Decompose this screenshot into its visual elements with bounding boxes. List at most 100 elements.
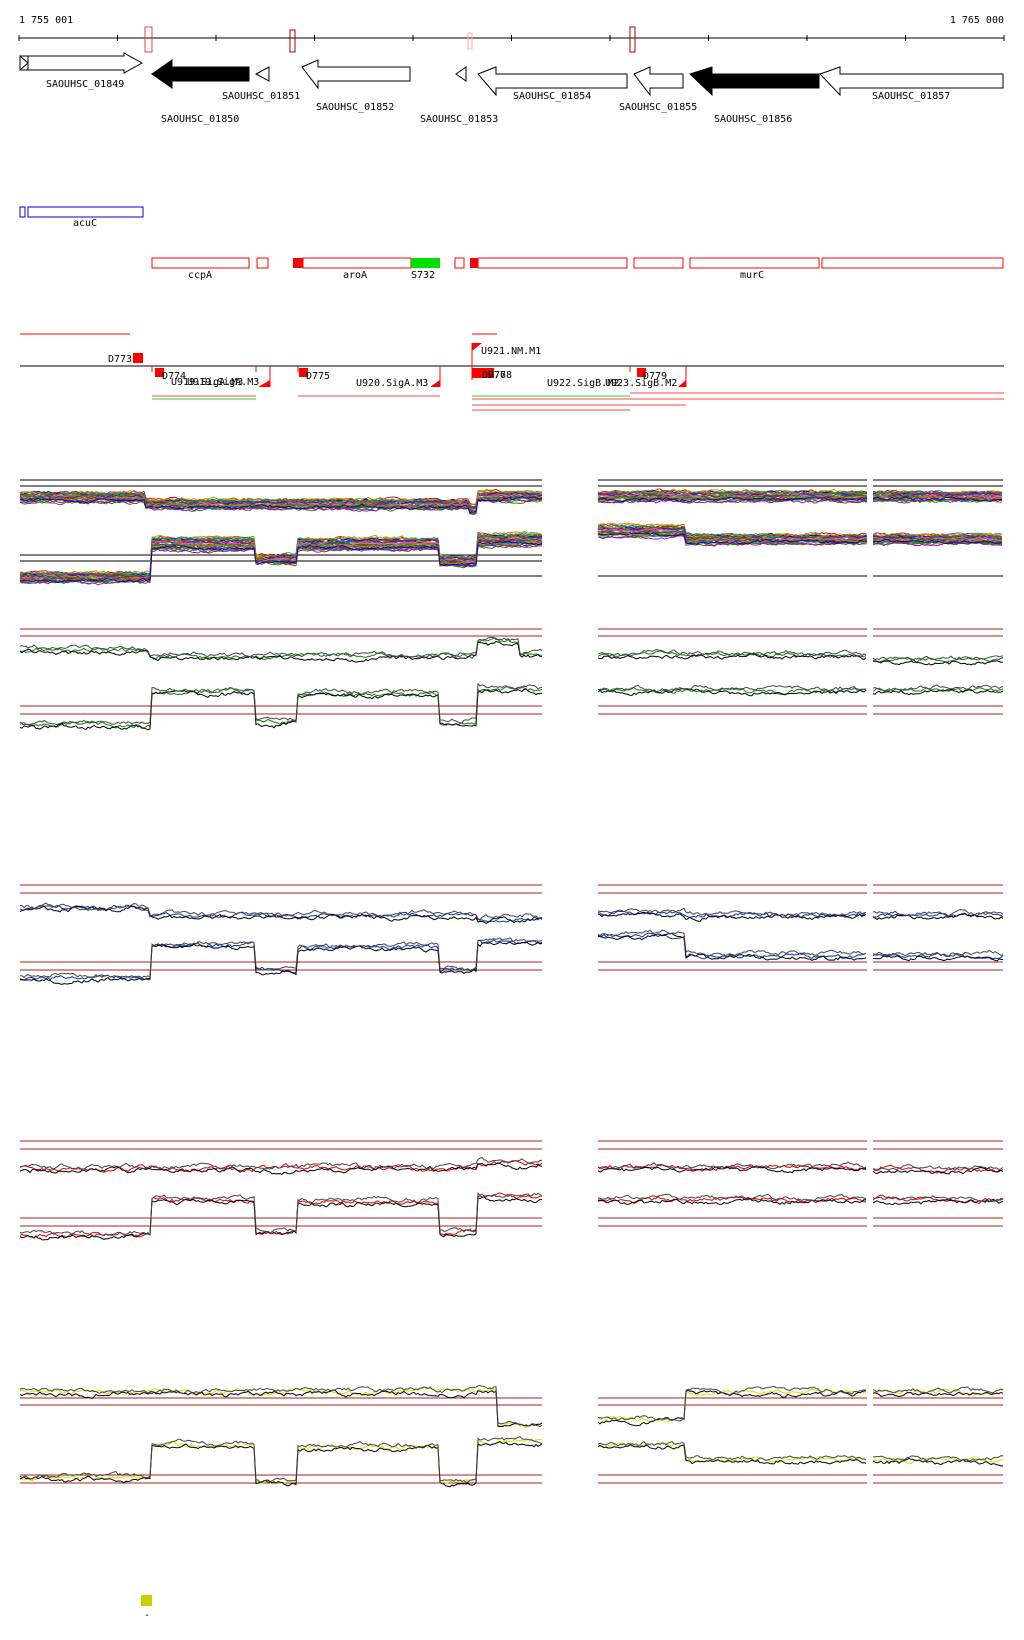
signal-line — [872, 660, 1004, 666]
panel-gap — [867, 1380, 873, 1500]
segment-D775[interactable] — [299, 368, 308, 377]
feature-S732[interactable] — [411, 258, 440, 268]
transcript-label: D778 — [488, 370, 512, 381]
signal-line — [597, 1442, 867, 1463]
sample-line — [597, 528, 1002, 543]
sample-line — [19, 540, 543, 583]
signal-line — [872, 688, 1004, 696]
ruler-end-label: 1 765 000 — [950, 15, 1004, 26]
signal-line — [19, 636, 543, 658]
signal-line — [872, 1194, 1004, 1203]
signal-line — [872, 1386, 1004, 1394]
ruler-marker — [467, 32, 473, 50]
signal-line — [873, 1455, 1004, 1462]
segment-D773[interactable] — [133, 353, 143, 363]
gene-label: SAOUHSC_01855 — [619, 102, 697, 113]
signal-line — [597, 1197, 867, 1206]
panel-gap — [867, 470, 873, 590]
signal-line — [19, 1196, 542, 1241]
sample-line — [597, 534, 1003, 547]
gene-SAOUHSC_01857[interactable]: SAOUHSC_01857 — [819, 66, 1004, 102]
feature-block[interactable] — [821, 257, 1004, 269]
signal-line — [872, 1457, 1003, 1467]
ruler-marker — [289, 29, 296, 53]
sample-line — [19, 542, 543, 584]
signal-line — [20, 937, 543, 979]
gene-label: SAOUHSC_01857 — [872, 91, 950, 102]
gene-SAOUHSC_01856[interactable]: SAOUHSC_01856 — [689, 66, 820, 125]
signal-line — [872, 684, 1004, 692]
feature-aroA[interactable] — [302, 257, 412, 269]
signal-line — [872, 1164, 1004, 1171]
gene-SAOUHSC_01852[interactable]: SAOUHSC_01852 — [301, 59, 411, 113]
gene-label: SAOUHSC_01854 — [513, 91, 591, 102]
transcript-label: U923.SigB.M2 — [605, 378, 677, 389]
signal-line — [19, 902, 543, 921]
sample-line — [597, 490, 1003, 497]
feature-ccpA[interactable] — [151, 257, 250, 269]
signal-line — [19, 688, 543, 731]
blue-feature-track: acuC — [19, 206, 144, 229]
feature-acuC[interactable] — [27, 206, 144, 218]
signal-line — [597, 1385, 867, 1422]
signal-line — [597, 1440, 867, 1462]
signal-line — [597, 907, 867, 917]
signal-line — [873, 954, 1004, 962]
signal-line — [19, 1192, 543, 1238]
ruler-marker — [629, 26, 636, 53]
signal-line — [597, 932, 867, 960]
signal-line — [872, 1164, 1004, 1174]
sample-line — [19, 531, 543, 576]
signal-line — [19, 941, 543, 985]
segment-D774[interactable] — [155, 368, 164, 377]
sample-line — [19, 544, 543, 585]
signal-line — [872, 913, 1004, 921]
signal-line — [872, 1391, 1004, 1398]
transcript-label: U919.SigA.M3 — [171, 377, 243, 388]
signal-line — [597, 1161, 867, 1170]
sample-line — [597, 534, 1003, 547]
transcript-track: D773 D774 U919.SigA.M3 U919.SigA.M3 D775… — [20, 333, 1004, 411]
gene-SAOUHSC_01850[interactable]: SAOUHSC_01850 — [150, 59, 250, 125]
segment-D776[interactable] — [472, 368, 494, 378]
feature-block-start — [470, 258, 478, 268]
signal-line — [19, 905, 543, 924]
feature-label: aroA — [343, 270, 367, 281]
legend-label: - — [144, 1610, 150, 1621]
gene-SAOUHSC_01854[interactable]: SAOUHSC_01854 — [477, 66, 628, 102]
panel-gap — [867, 620, 873, 740]
transcript-label: D776 — [482, 370, 506, 381]
feature-label: S732 — [411, 270, 435, 281]
signal-line — [19, 1438, 543, 1485]
sample-line — [19, 536, 543, 579]
gene-SAOUHSC_01849[interactable]: SAOUHSC_01849 — [27, 52, 144, 90]
coordinate-ruler: 1 755 001 1 765 000 — [18, 15, 1005, 53]
transcript-label: D774 — [162, 371, 186, 382]
legend-swatch — [141, 1595, 152, 1606]
ruler-marker — [144, 26, 153, 53]
sample-line — [597, 496, 1003, 503]
feature-block[interactable] — [633, 257, 684, 269]
blue-feature-small — [19, 206, 26, 218]
sample-line — [19, 532, 543, 576]
feature-label: murC — [740, 270, 764, 281]
gene-SAOUHSC_01851[interactable]: SAOUHSC_01851 — [222, 66, 300, 102]
signal-line — [19, 939, 543, 981]
feature-murC[interactable] — [689, 257, 820, 269]
feature-aroA-start — [293, 258, 303, 268]
feature-block[interactable] — [477, 257, 628, 269]
gene-label: SAOUHSC_01850 — [161, 114, 239, 125]
transcript-label-overlap: U919.SigA.M3 — [187, 377, 259, 388]
sample-line — [19, 496, 543, 513]
gene-label: SAOUHSC_01851 — [222, 91, 300, 102]
signal-line — [597, 649, 867, 657]
gene-SAOUHSC_01853[interactable]: SAOUHSC_01853 — [420, 66, 498, 125]
panel-gap — [867, 875, 873, 995]
signal-line — [19, 1441, 543, 1488]
segment-D779[interactable] — [637, 368, 646, 377]
gene-SAOUHSC_01855[interactable]: SAOUHSC_01855 — [619, 66, 697, 113]
expression-panel-green — [19, 620, 1004, 740]
gene-label: SAOUHSC_01852 — [316, 102, 394, 113]
sample-line — [19, 492, 543, 509]
transcript-label: D779 — [643, 371, 667, 382]
